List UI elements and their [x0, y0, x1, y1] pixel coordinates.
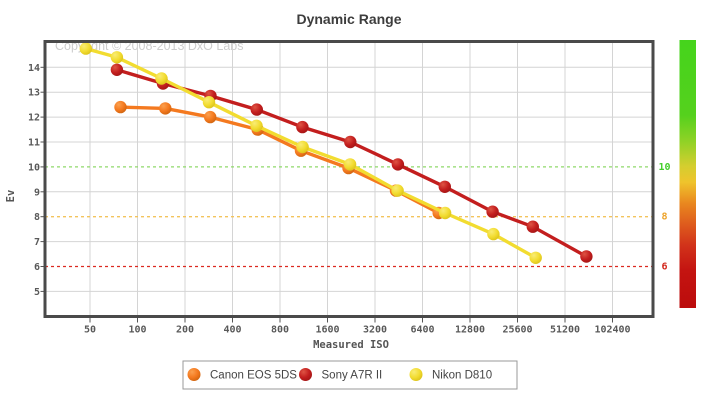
x-tick-label: 3200	[363, 325, 387, 336]
y-tick-label: 12	[28, 113, 40, 124]
data-point-sony-a7r-ii[interactable]	[438, 180, 451, 193]
y-tick-label: 5	[34, 287, 40, 298]
plot-border	[43, 40, 655, 318]
y-tick-label: 14	[28, 63, 40, 74]
legend-label-nikon-d810: Nikon D810	[432, 370, 492, 382]
y-tick-label: 10	[28, 162, 40, 173]
chart-title: Dynamic Range	[296, 11, 401, 27]
x-tick-label: 100	[128, 325, 146, 336]
legend-item-nikon-d810[interactable]: Nikon D810	[409, 368, 493, 382]
colorbar: 10 8 6	[658, 40, 696, 308]
legend-item-canon-eos-5ds[interactable]: Canon EOS 5DS	[187, 368, 298, 382]
data-point-canon-eos-5ds[interactable]	[114, 100, 127, 114]
data-point-sony-a7r-ii[interactable]	[110, 63, 124, 76]
legend-swatch-canon-eos-5ds	[187, 368, 201, 381]
y-tick-label: 11	[28, 138, 40, 149]
y-tick-label: 9	[34, 187, 40, 198]
x-tick-label: 25600	[502, 325, 532, 336]
legend-swatch-nikon-d810	[409, 368, 423, 381]
data-point-nikon-d810[interactable]	[296, 140, 309, 154]
x-tick-label: 800	[271, 325, 289, 336]
colorbar-label: 8	[661, 212, 667, 223]
y-tick-label: 13	[28, 88, 40, 99]
data-point-nikon-d810[interactable]	[343, 158, 357, 171]
y-tick-label: 6	[34, 262, 40, 273]
series-nikon-d810	[79, 42, 542, 264]
legend-item-sony-a7r-ii[interactable]: Sony A7R II	[299, 368, 382, 382]
legend-label-sony-a7r-ii: Sony A7R II	[322, 370, 383, 382]
data-point-sony-a7r-ii[interactable]	[296, 120, 309, 134]
x-tick-label: 51200	[550, 325, 580, 336]
data-point-nikon-d810[interactable]	[202, 96, 216, 109]
legend-swatch-sony-a7r-ii	[299, 368, 312, 381]
x-tick-label: 50	[84, 325, 96, 336]
y-tick-label: 7	[34, 237, 40, 248]
data-point-canon-eos-5ds[interactable]	[159, 102, 172, 115]
data-point-nikon-d810[interactable]	[79, 42, 93, 55]
data-point-nikon-d810[interactable]	[250, 119, 263, 132]
data-point-nikon-d810[interactable]	[529, 251, 542, 264]
axis-ticks	[40, 66, 613, 323]
x-tick-label: 400	[223, 325, 241, 336]
series	[79, 42, 593, 264]
x-tick-label: 12800	[455, 325, 485, 336]
y-axis-title: Ev	[5, 190, 17, 203]
data-point-nikon-d810[interactable]	[391, 184, 404, 197]
legend: Canon EOS 5DS Sony A7R II Nikon D810	[182, 360, 518, 390]
x-tick-label: 200	[176, 325, 194, 336]
data-point-sony-a7r-ii[interactable]	[344, 135, 357, 149]
data-point-sony-a7r-ii[interactable]	[250, 103, 263, 116]
data-point-sony-a7r-ii[interactable]	[391, 158, 405, 171]
colorbar-label: 6	[661, 262, 667, 273]
colorbar-label: 10	[658, 162, 670, 173]
gridlines	[45, 41, 653, 317]
data-point-nikon-d810[interactable]	[438, 206, 452, 220]
colorbar-gradient	[679, 40, 696, 308]
data-point-sony-a7r-ii[interactable]	[580, 250, 593, 263]
data-point-nikon-d810[interactable]	[110, 51, 124, 64]
data-point-sony-a7r-ii[interactable]	[486, 205, 499, 218]
y-tick-label: 8	[34, 212, 40, 223]
x-tick-label: 6400	[410, 325, 434, 336]
legend-box	[182, 360, 518, 390]
data-point-nikon-d810[interactable]	[155, 72, 168, 85]
legend-label-canon-eos-5ds: Canon EOS 5DS	[210, 370, 297, 382]
x-axis-title: Measured ISO	[313, 339, 389, 351]
x-tick-label: 102400	[594, 325, 630, 336]
data-point-canon-eos-5ds[interactable]	[204, 110, 217, 124]
data-point-sony-a7r-ii[interactable]	[526, 220, 539, 233]
x-tick-label: 1600	[315, 325, 339, 336]
axis-labels: 50 100 200 400 800 1600 3200 6400 12800 25600 5120…	[28, 63, 631, 336]
data-point-nikon-d810[interactable]	[487, 227, 500, 241]
